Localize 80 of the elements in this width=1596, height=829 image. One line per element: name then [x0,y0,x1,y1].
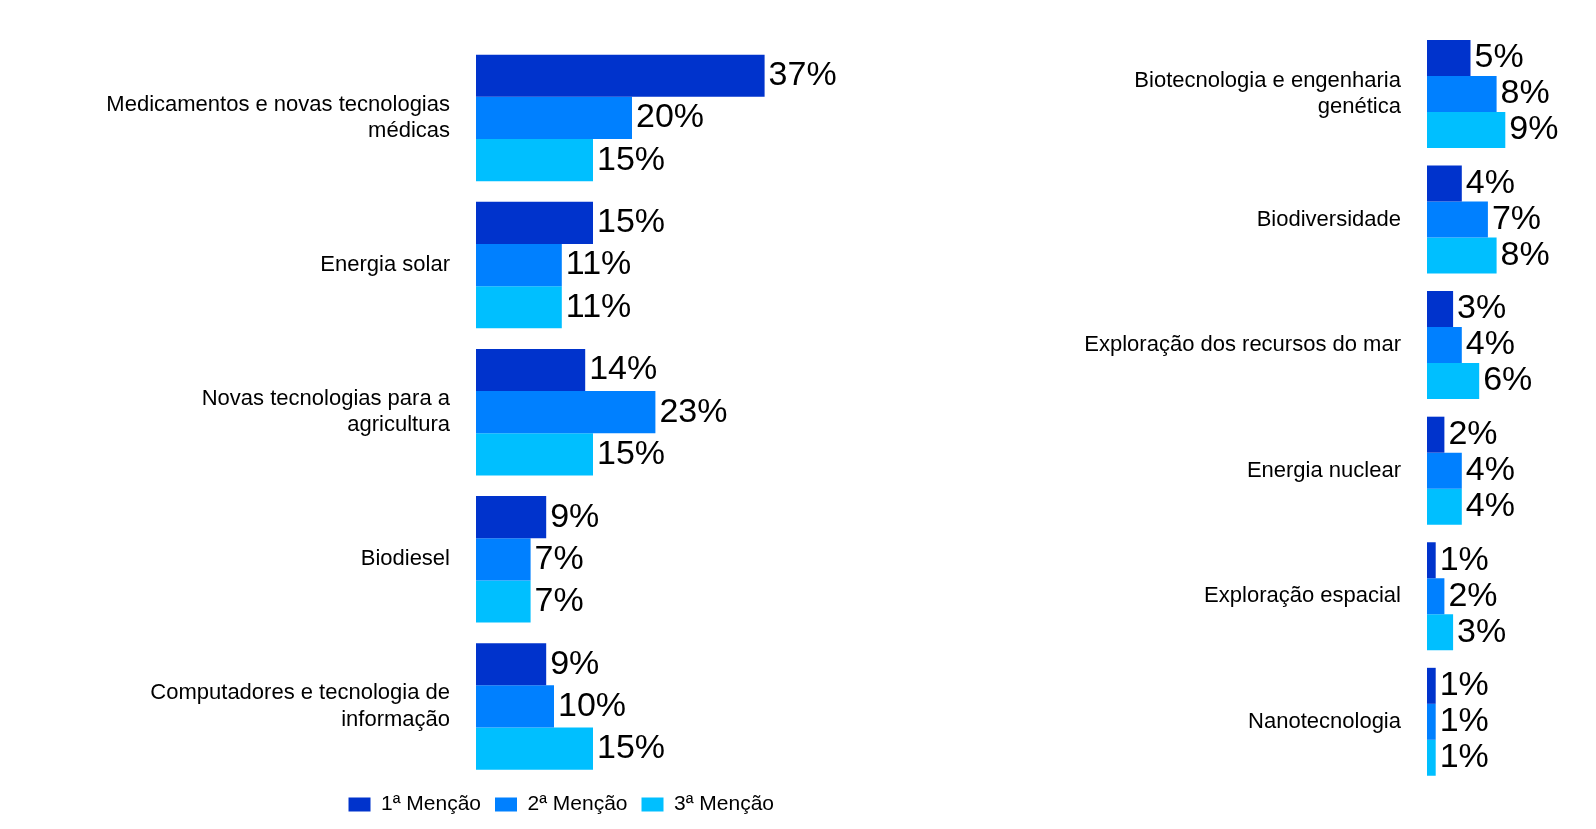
bar [1427,488,1462,525]
data-label: 2% [1448,574,1498,613]
bar [1427,578,1445,615]
data-label: 1% [1439,664,1489,703]
bar [1427,452,1462,489]
bar [476,348,586,392]
data-label: 9% [550,642,600,681]
bar [476,496,547,539]
data-label: 15% [597,201,666,240]
bar [476,643,547,686]
bar [476,286,562,329]
data-label: 3% [1457,610,1507,649]
legend-label: 2ª Menção [527,791,628,815]
data-label: 7% [1491,197,1542,236]
data-label: 20% [636,96,705,135]
bar [1427,165,1462,202]
data-label: 11% [565,285,632,324]
bar [1427,363,1480,400]
bar [1427,291,1454,328]
bar [476,391,656,434]
data-label: 2% [1448,413,1498,452]
bar [476,727,593,770]
bar [476,538,531,581]
bar [1427,201,1488,238]
y-tick-label: Computadores e tecnologia de informação [150,679,450,731]
y-tick-label: Exploração dos recursos do mar [1084,331,1401,357]
data-label: 10% [558,684,627,723]
bar [1427,542,1436,579]
bar [476,243,562,287]
bar [476,685,554,728]
data-label: 4% [1465,323,1515,362]
bar [1427,327,1462,364]
data-label: 7% [534,579,584,618]
data-label: 1% [1439,736,1489,775]
bar [1427,614,1454,651]
data-label: 8% [1500,233,1550,272]
y-tick-label: Exploração espacial [1204,582,1401,608]
data-label: 15% [597,138,666,177]
bar [1427,75,1497,112]
data-label: 8% [1500,72,1550,111]
y-tick-label: Biodiesel [360,545,450,571]
data-label: 7% [534,537,584,576]
data-label: 4% [1465,485,1515,524]
data-label: 5% [1474,36,1524,75]
legend-label: 1ª Menção [381,791,482,815]
y-tick-label: Energia solar [320,251,450,277]
data-label: 4% [1465,161,1515,200]
y-tick-label: Energia nuclear [1246,456,1401,482]
data-label: 37% [768,54,837,93]
y-tick-label: Biotecnologia e engenharia genética [1134,66,1402,119]
data-label: 14% [589,348,658,387]
data-label: 4% [1465,449,1515,488]
data-label: 9% [1509,108,1559,147]
bar [1427,703,1436,740]
bar [476,96,632,140]
y-tick-label: Novas tecnologias para a agricultura [201,385,451,437]
bar [1427,39,1471,76]
y-tick-label: Medicamentos e novas tecnologias médicas [106,90,450,143]
bar [1427,667,1436,704]
bar [1427,237,1497,274]
bar [1427,416,1445,453]
data-label: 23% [659,390,728,429]
data-label: 1% [1439,538,1489,577]
data-label: 1% [1439,700,1489,739]
y-tick-label: Nanotecnologia [1248,707,1402,733]
data-label: 15% [597,726,666,765]
data-label: 9% [550,495,600,534]
bar [476,433,593,476]
data-label: 11% [565,243,632,282]
bar [1427,739,1436,776]
data-label: 3% [1457,287,1507,326]
data-label: 15% [597,432,666,471]
bar [1427,111,1506,148]
legend-label: 3ª Menção [674,791,774,815]
y-tick-label: Biodiversidade [1256,205,1401,231]
data-label: 6% [1483,359,1533,398]
bar [476,580,531,623]
bar [476,139,593,182]
bar [476,54,765,97]
bar [476,201,593,244]
